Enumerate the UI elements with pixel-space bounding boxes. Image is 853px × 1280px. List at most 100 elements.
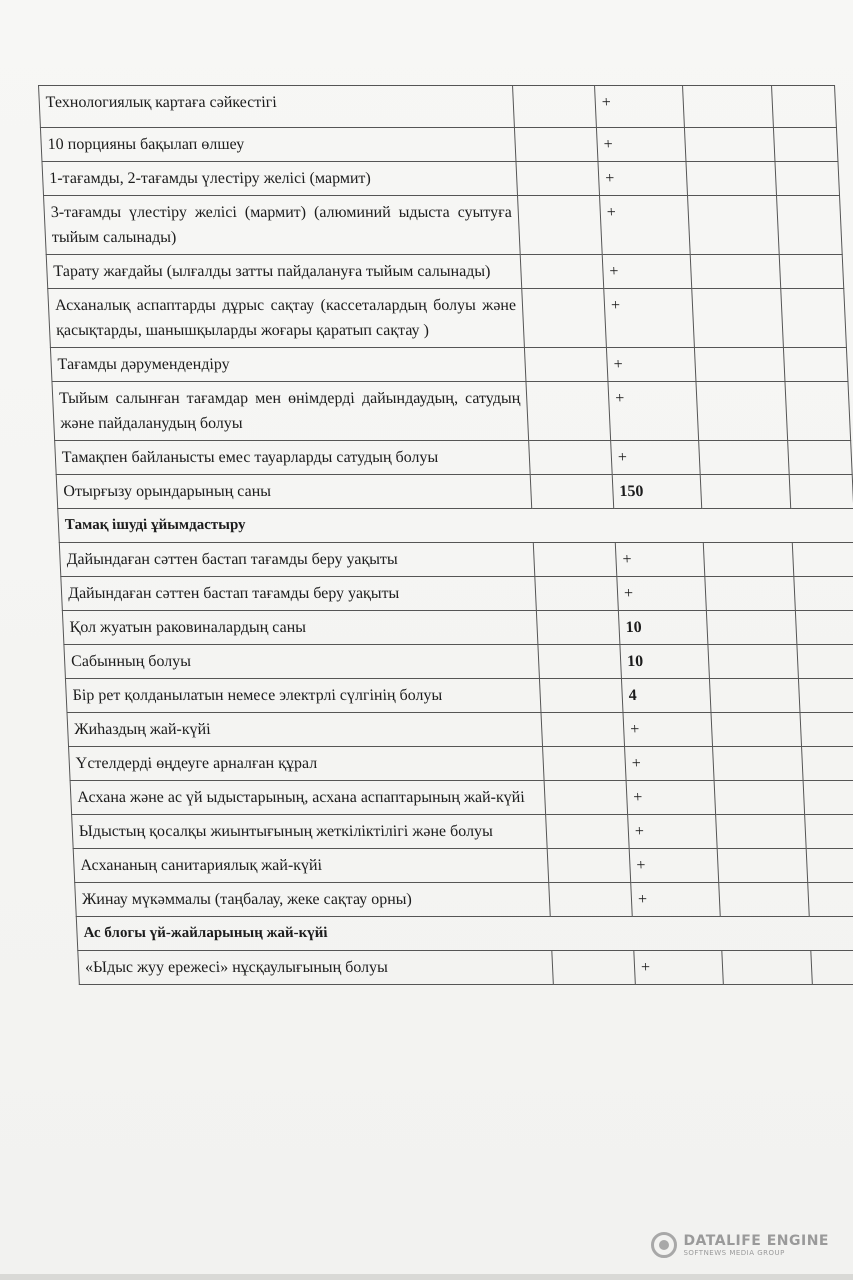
value-cell: [682, 85, 774, 128]
value-cell: [803, 780, 853, 815]
watermark-title: DATALIFE ENGINE: [683, 1233, 829, 1249]
value-cell: +: [602, 254, 692, 289]
value-cell: +: [624, 746, 715, 781]
value-cell: [707, 644, 799, 679]
value-cell: [721, 950, 813, 985]
value-cell: [539, 678, 623, 713]
value-cell: [806, 848, 853, 883]
value-cell: [542, 746, 627, 781]
criterion-label: Бір рет қолданылатын немесе электрлі сүл…: [65, 678, 541, 713]
table-row: Тамақпен байланысты емес тауарларды сату…: [54, 440, 853, 475]
criterion-label: Технологиялық картаға сәйкестігі: [38, 85, 515, 128]
value-cell: [514, 127, 598, 162]
value-cell: [517, 195, 603, 255]
value-cell: +: [597, 161, 688, 196]
table-row: Қол жуатын раковиналардың саны 10: [62, 610, 853, 645]
value-cell: [792, 542, 853, 577]
value-cell: +: [610, 440, 701, 475]
table-row: Отырғызу орындарының саны 150: [56, 474, 853, 509]
value-cell: [776, 195, 843, 255]
criterion-label: Тағамды дәрумендендіру: [50, 347, 526, 382]
value-cell: [703, 542, 794, 577]
value-cell: [787, 440, 853, 475]
table-row: Технологиялық картаға сәйкестігі +: [38, 85, 837, 128]
value-cell: 10: [618, 610, 708, 645]
table-row: Дайындаған сәттен бастап тағамды беру уа…: [59, 542, 853, 577]
value-cell: [695, 381, 788, 441]
watermark: DATALIFE ENGINE SOFTNEWS MEDIA GROUP: [651, 1232, 829, 1258]
value-cell: [533, 542, 617, 577]
value-cell: +: [603, 288, 695, 348]
value-cell: +: [596, 127, 686, 162]
table-row: Тарату жағдайы (ылғалды затты пайдалануғ…: [46, 254, 844, 289]
value-cell: [548, 882, 633, 917]
table-row: Асхананың санитариялық жай-күйі +: [73, 848, 853, 883]
value-cell: +: [616, 576, 707, 611]
value-cell: [793, 576, 853, 611]
criterion-label: Жинау мүкәммалы (таңбалау, жеке сақтау о…: [74, 882, 551, 917]
watermark-logo-icon: [651, 1232, 678, 1258]
value-cell: +: [622, 712, 713, 747]
value-cell: [774, 161, 840, 196]
value-cell: [521, 288, 607, 348]
table-row: Асханалық аспаптарды дұрыс сақтау (кассе…: [47, 288, 847, 348]
criterion-label: Дайындаған сәттен бастап тағамды беру уа…: [60, 576, 537, 611]
value-cell: 10: [619, 644, 710, 679]
section-title: Тамақ ішуді ұйымдастыру: [57, 508, 853, 543]
table-row: Жинау мүкәммалы (таңбалау, жеке сақтау о…: [74, 882, 853, 917]
value-cell: [534, 576, 619, 611]
value-cell: [704, 576, 796, 611]
table-row: Тағамды дәрумендендіру +: [50, 347, 848, 382]
value-cell: [804, 814, 853, 849]
criterion-label: Ыдыстың қосалқы жиынтығының жеткіліктілі…: [71, 814, 548, 849]
value-cell: [540, 712, 625, 747]
value-cell: [715, 814, 807, 849]
value-cell: [779, 254, 844, 289]
criterion-label: Тамақпен байланысты емес тауарларды сату…: [54, 440, 531, 475]
criterion-label: Тарату жағдайы (ылғалды затты пайдалануғ…: [46, 254, 522, 289]
value-cell: [537, 644, 622, 679]
table-row: Сабынның болуы 10: [63, 644, 853, 679]
value-cell: [687, 195, 780, 255]
table-row: «Ыдыс жуу ережесі» нұсқаулығының болуы +: [77, 950, 853, 985]
table-row: Тыйым салынған тағамдар мен өнімдерді да…: [51, 381, 851, 441]
table-row: 3-тағамды үлестіру желісі (мармит) (алюм…: [43, 195, 843, 255]
value-cell: [698, 440, 790, 475]
page-edge: [0, 1274, 853, 1280]
value-cell: +: [627, 814, 718, 849]
criterion-label: Үстелдерді өңдеуге арналған құрал: [68, 746, 545, 781]
criterion-label: Қол жуатын раковиналардың саны: [62, 610, 538, 645]
value-cell: [773, 127, 838, 162]
value-cell: [795, 610, 853, 645]
value-cell: [691, 288, 784, 348]
value-cell: [709, 678, 800, 713]
criterion-label: 3-тағамды үлестіру желісі (мармит) (алюм…: [43, 195, 521, 255]
value-cell: [524, 347, 608, 382]
value-cell: [710, 712, 802, 747]
value-cell: [515, 161, 600, 196]
value-cell: [784, 381, 851, 441]
criterion-label: 1-тағамды, 2-тағамды үлестіру желісі (ма…: [41, 161, 518, 196]
value-cell: [796, 644, 853, 679]
table-row: Дайындаған сәттен бастап тағамды беру уа…: [60, 576, 853, 611]
value-cell: [789, 474, 853, 509]
criterion-label: Асханалық аспаптарды дұрыс сақтау (кассе…: [47, 288, 525, 348]
value-cell: [780, 288, 847, 348]
value-cell: [547, 848, 631, 883]
value-cell: +: [594, 85, 685, 128]
table-row: 1-тағамды, 2-тағамды үлестіру желісі (ма…: [41, 161, 840, 196]
value-cell: [694, 347, 785, 382]
value-cell: [717, 848, 808, 883]
section-header-row: Тамақ ішуді ұйымдастыру: [57, 508, 853, 543]
table-row: Ыдыстың қосалқы жиынтығының жеткіліктілі…: [71, 814, 853, 849]
value-cell: [810, 950, 853, 985]
section-header-row: Ас блогы үй-жайларының жай-күйі: [76, 916, 853, 951]
value-cell: [807, 882, 853, 917]
criterion-label: Тыйым салынған тағамдар мен өнімдерді да…: [51, 381, 529, 441]
criterion-label: Асхана және ас үй ыдыстарының, асхана ас…: [70, 780, 546, 815]
criterion-label: «Ыдыс жуу ережесі» нұсқаулығының болуы: [77, 950, 554, 985]
inspection-table: Технологиялық картаға сәйкестігі +10 порц…: [38, 85, 853, 985]
value-cell: +: [606, 347, 696, 382]
section-title: Ас блогы үй-жайларының жай-күйі: [76, 916, 853, 951]
